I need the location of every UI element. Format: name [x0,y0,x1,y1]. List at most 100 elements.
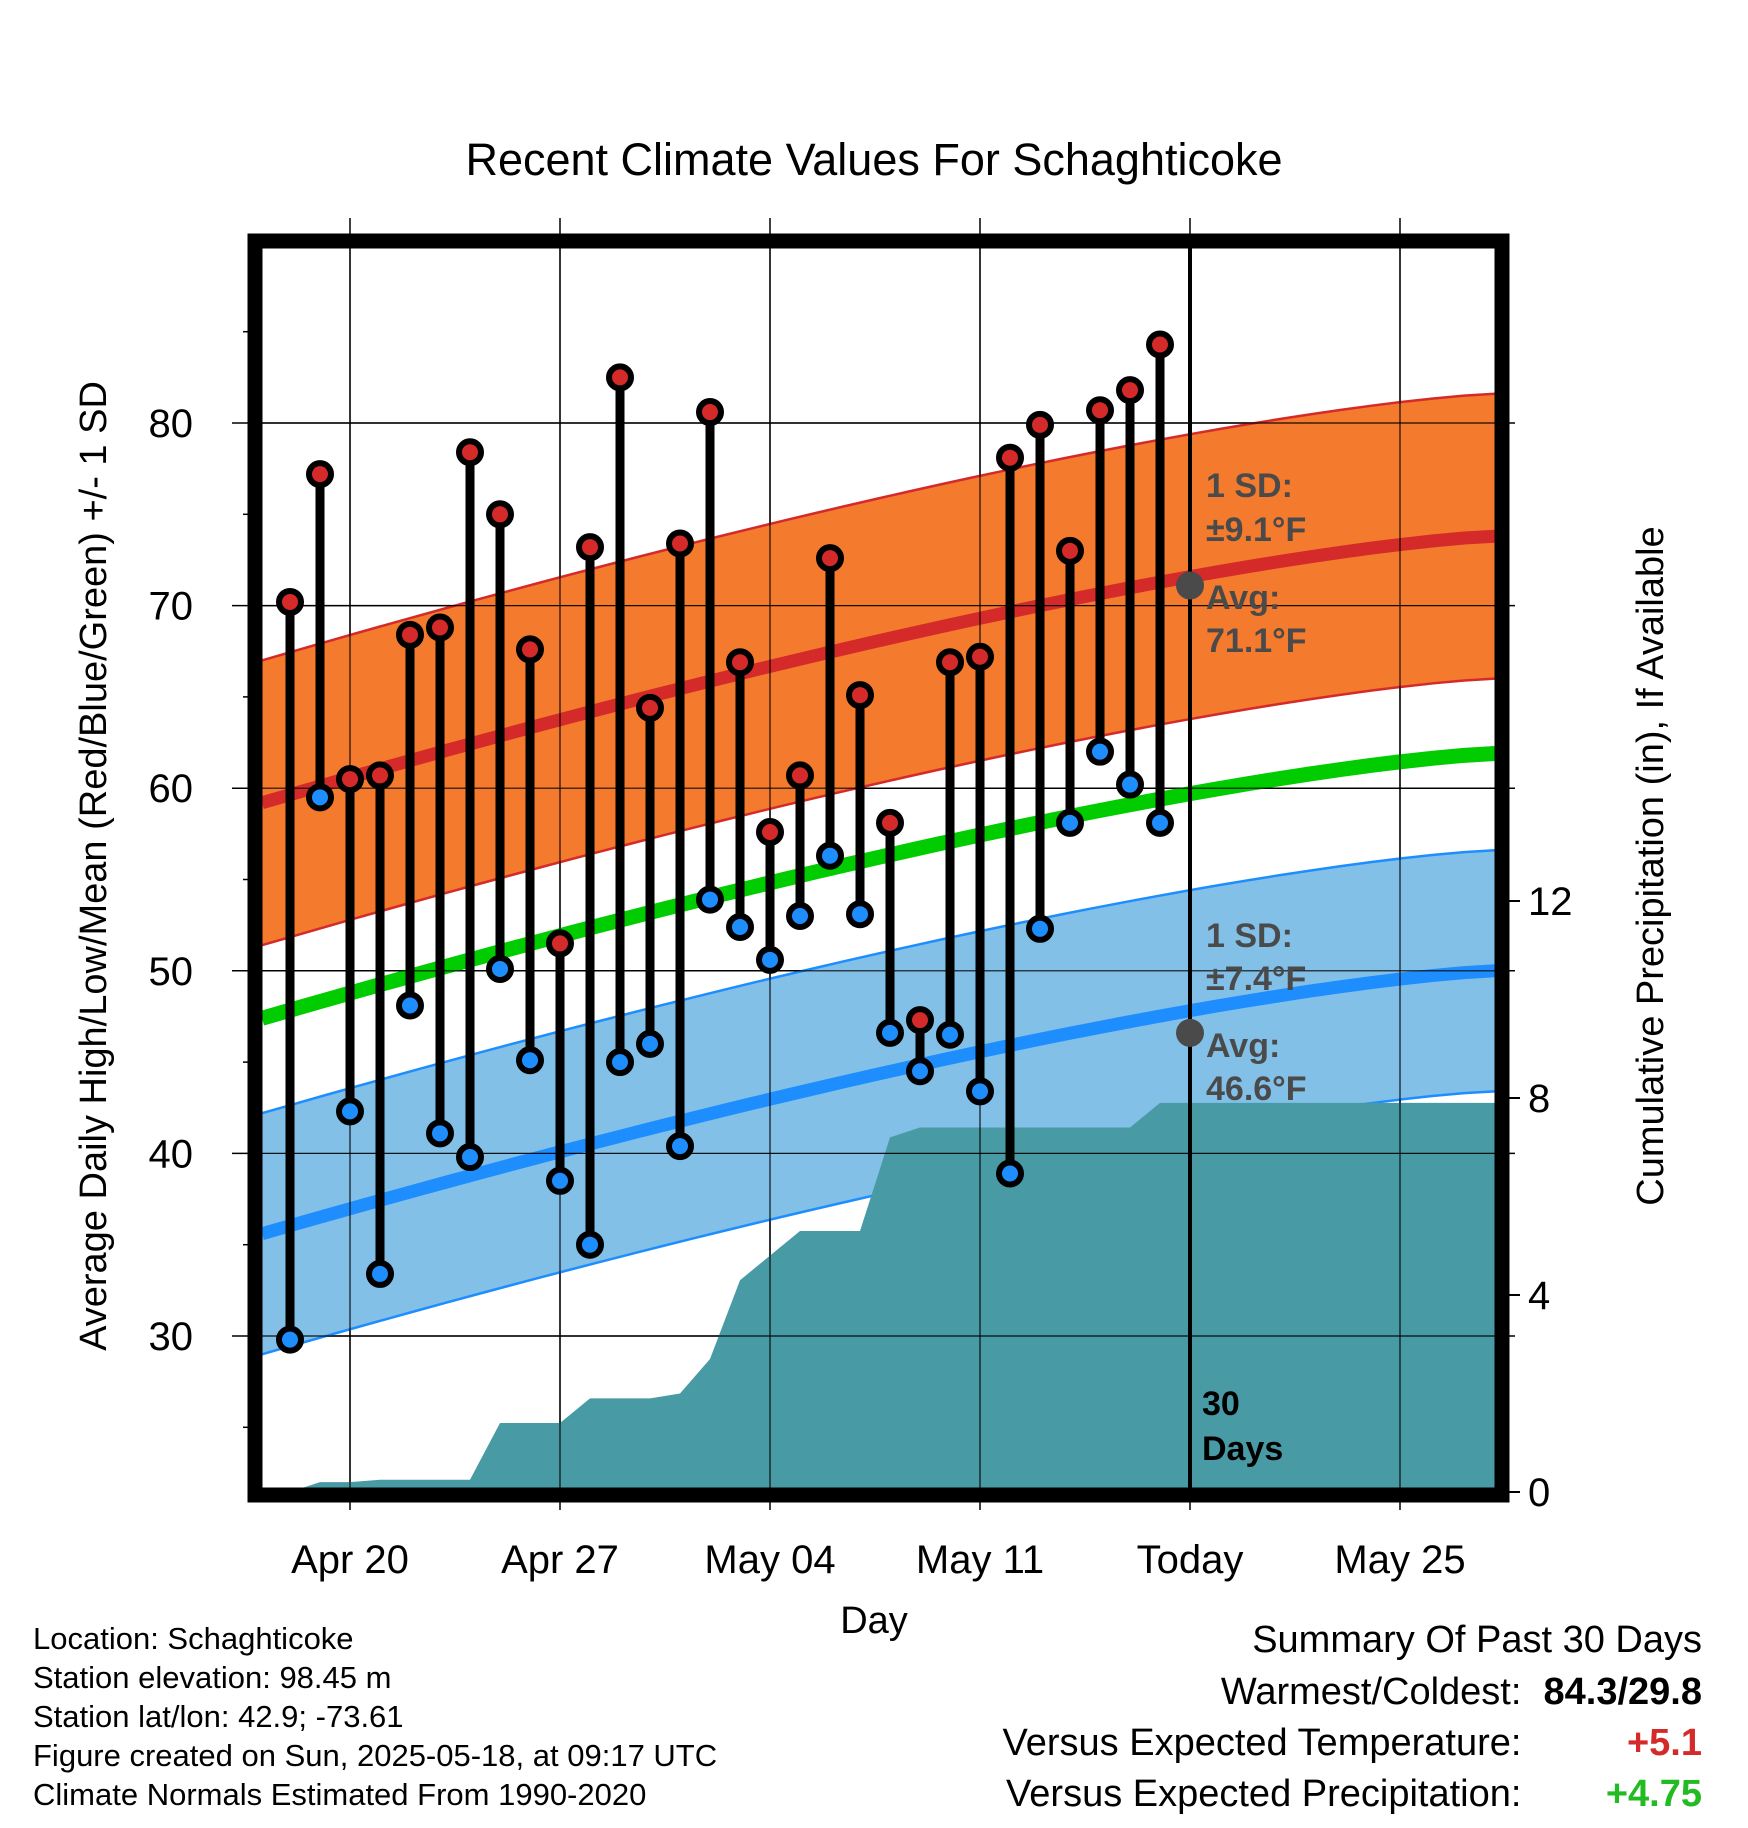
obs-high-point [816,544,844,573]
obs-high-point [546,929,574,958]
obs-low-point [666,1132,694,1161]
obs-low-point [1116,770,1144,799]
y2-tick-label: 4 [1528,1274,1550,1318]
footer-normals: Climate Normals Estimated From 1990-2020 [33,1777,647,1812]
low-avg-today-point [1176,1018,1204,1047]
obs-high-point [306,460,334,489]
obs-low-point [306,783,334,812]
x-tick-label: Apr 27 [501,1538,619,1582]
y2-tick-label: 0 [1528,1471,1550,1515]
obs-low-point [906,1057,934,1086]
summary-precip-label: Versus Expected Precipitation: [1006,1773,1522,1815]
obs-low-point [846,900,874,929]
plot-area [262,248,1495,1488]
obs-high-point [696,398,724,427]
low-avg-label: Avg: [1206,1027,1280,1065]
obs-high-point [486,500,514,529]
days-label-number: 30 [1202,1385,1240,1423]
obs-low-point [876,1018,904,1047]
obs-high-point [456,438,484,467]
summary-precip: Versus Expected Precipitation: +4.75 [1006,1771,1702,1817]
obs-low-point [936,1020,964,1049]
obs-low-point [276,1325,304,1354]
precip-area [284,1102,1495,1488]
obs-low-point [696,885,724,914]
y-tick-label: 40 [149,1132,194,1176]
obs-low-point [726,912,754,941]
obs-high-point [1086,396,1114,425]
obs-high-point [336,765,364,794]
y-tick-label: 30 [149,1315,194,1359]
high-sd-value: ±9.1°F [1206,511,1306,549]
y-axis-label: Average Daily High/Low/Mean (Red/Blue/Gr… [73,381,115,1351]
obs-high-point [966,642,994,671]
high-avg-value: 71.1°F [1206,622,1307,660]
obs-low-point [756,945,784,974]
obs-low-point [1026,914,1054,943]
obs-low-point [606,1048,634,1077]
x-tick-label: Today [1137,1538,1244,1582]
obs-high-point [1056,536,1084,565]
low-avg-value: 46.6°F [1206,1070,1307,1108]
high-sd-band [262,393,1495,946]
days-label-text: Days [1202,1430,1283,1468]
obs-high-point [906,1006,934,1035]
low-sd-band [262,850,1495,1355]
obs-low-point [456,1143,484,1172]
high-sd-label: 1 SD: [1206,467,1293,505]
obs-high-point [846,681,874,710]
high-avg-today-point [1176,571,1204,600]
obs-high-point [786,761,814,790]
obs-high-point [936,648,964,677]
obs-low-point [636,1029,664,1058]
obs-low-point [966,1077,994,1106]
chart-title: Recent Climate Values For Schaghticoke [465,134,1282,185]
obs-low-point [366,1259,394,1288]
footer-elevation: Station elevation: 98.45 m [33,1660,392,1695]
obs-low-point [336,1097,364,1126]
summary-warm-cold: Warmest/Coldest: 84.3/29.8 [1221,1669,1702,1715]
summary-warm-cold-value: 84.3/29.8 [1543,1671,1702,1713]
obs-low-point [396,991,424,1020]
obs-low-point [996,1159,1024,1188]
y-tick-label: 60 [149,767,194,811]
obs-low-point [786,902,814,931]
observations [276,330,1174,1354]
obs-high-point [576,533,604,562]
obs-low-point [1056,808,1084,837]
high-avg-label: Avg: [1206,579,1280,617]
footer-location: Location: Schaghticoke [33,1621,354,1656]
obs-low-point [486,954,514,983]
x-tick-label: Apr 20 [291,1538,409,1582]
low-sd-value: ±7.4°F [1206,960,1306,998]
obs-high-point [426,613,454,642]
obs-high-point [636,693,664,722]
obs-high-point [606,363,634,392]
low-normal-line [262,964,1495,1240]
footer-created: Figure created on Sun, 2025-05-18, at 09… [33,1738,718,1773]
summary-precip-value: +4.75 [1605,1773,1702,1815]
obs-high-point [756,818,784,847]
summary-warm-cold-label: Warmest/Coldest: [1220,1671,1522,1713]
plot-frame [247,233,1510,1503]
y2-axis-label: Cumulative Precipitation (in), If Availa… [1630,526,1672,1205]
y2-tick-label: 12 [1528,880,1573,924]
x-tick-label: May 11 [916,1538,1044,1582]
summary-temp: Versus Expected Temperature: +5.1 [1003,1720,1702,1766]
low-sd-label: 1 SD: [1206,917,1293,955]
obs-high-point [276,587,304,616]
obs-high-point [366,761,394,790]
obs-low-point [546,1166,574,1195]
obs-high-point [726,648,754,677]
obs-high-point [396,620,424,649]
obs-high-point [1026,410,1054,439]
obs-high-point [996,443,1024,472]
x-tick-label: May 04 [704,1538,835,1582]
y-tick-label: 70 [149,585,194,629]
obs-low-point [516,1046,544,1075]
y-tick-label: 50 [149,950,194,994]
x-tick-label: May 25 [1334,1538,1465,1582]
summary-title: Summary Of Past 30 Days [1252,1619,1702,1661]
obs-low-point [816,841,844,870]
